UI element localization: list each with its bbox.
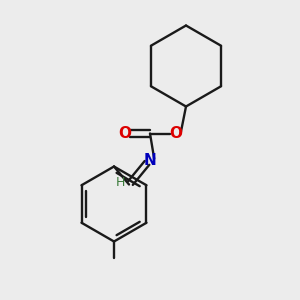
Text: H: H: [115, 176, 125, 190]
Text: O: O: [118, 126, 131, 141]
Text: N: N: [144, 153, 156, 168]
Text: O: O: [169, 126, 182, 141]
